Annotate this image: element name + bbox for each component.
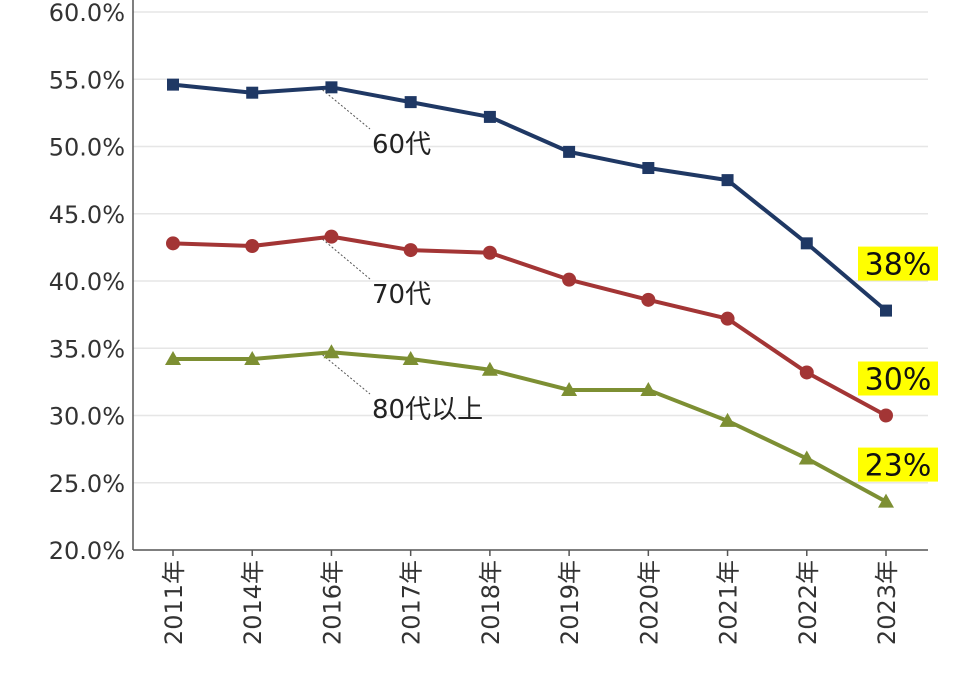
data-point	[167, 78, 179, 91]
x-tick-label: 2016年	[318, 560, 346, 645]
x-axis: 2011年 2014年 2016年 2017年 2018年 2019年 2020年 2021年…	[133, 549, 928, 645]
data-point	[166, 236, 180, 251]
x-tick-label: 2020年	[635, 560, 663, 645]
data-point	[481, 361, 498, 376]
series-name-label: 60代	[372, 130, 431, 160]
y-tick-label: 20.0%	[49, 537, 125, 565]
data-point	[403, 243, 418, 258]
data-point	[800, 237, 813, 250]
x-tick-label: 2022年	[794, 560, 822, 645]
y-tick-label: 60.0%	[49, 0, 125, 27]
end-label-highlight	[858, 246, 938, 281]
x-tick-label: 2019年	[556, 560, 584, 645]
data-point	[404, 96, 417, 109]
data-point	[879, 408, 893, 423]
data-point	[244, 351, 261, 366]
end-label-highlight	[858, 447, 938, 482]
series-name-label: 70代	[372, 280, 431, 310]
series-line-0	[171, 82, 888, 313]
data-point	[562, 272, 577, 287]
leader-line	[319, 351, 371, 395]
y-tick-label: 25.0%	[49, 470, 125, 498]
data-point	[641, 292, 656, 307]
data-point	[482, 245, 497, 260]
x-tick-label: 2011年	[160, 560, 188, 645]
series-labels: 60代 38% 70代 30% 80代以上 23%	[372, 130, 938, 484]
data-point	[325, 81, 338, 94]
x-tick-label: 2021年	[715, 560, 743, 645]
data-point	[720, 311, 735, 326]
data-point	[799, 365, 814, 380]
series-lines	[165, 78, 894, 508]
y-tick-label: 35.0%	[49, 335, 125, 363]
data-point	[721, 174, 734, 187]
x-tick-label: 2018年	[477, 560, 505, 645]
y-tick-label: 50.0%	[49, 134, 125, 162]
y-tick-label: 55.0%	[49, 66, 125, 94]
series-line-1	[171, 234, 888, 418]
data-point	[719, 412, 736, 427]
leader-line	[319, 86, 371, 130]
end-value-label: 30%	[865, 363, 932, 398]
series-name-label: 80代以上	[372, 395, 483, 425]
x-tick-label: 2017年	[398, 560, 426, 645]
end-label-highlight	[858, 361, 938, 396]
data-point	[880, 304, 892, 317]
y-tick-label: 40.0%	[49, 268, 125, 296]
end-value-label: 23%	[865, 449, 932, 484]
grid-lines	[133, 11, 928, 484]
y-axis: 20.0% 25.0% 30.0% 35.0% 40.0% 45.0% 50.0% 55.0%…	[49, 0, 134, 565]
data-point	[798, 450, 815, 465]
y-tick-label: 30.0%	[49, 403, 125, 431]
series-leader-lines	[319, 86, 371, 395]
data-point	[483, 110, 496, 123]
series-line-2	[171, 350, 888, 504]
data-point	[878, 493, 894, 508]
data-point	[640, 381, 657, 396]
data-point	[246, 86, 259, 99]
data-point	[642, 162, 655, 175]
y-tick-label: 45.0%	[49, 201, 125, 229]
leader-line	[319, 236, 371, 280]
x-tick-label: 2014年	[239, 560, 267, 645]
data-point	[323, 344, 340, 359]
end-value-label: 38%	[865, 248, 932, 283]
data-point	[402, 351, 419, 366]
data-point	[324, 229, 339, 244]
data-point	[165, 351, 181, 366]
data-point	[561, 381, 578, 396]
data-point	[245, 239, 260, 254]
data-point	[563, 145, 576, 158]
x-tick-label: 2023年	[873, 560, 901, 645]
